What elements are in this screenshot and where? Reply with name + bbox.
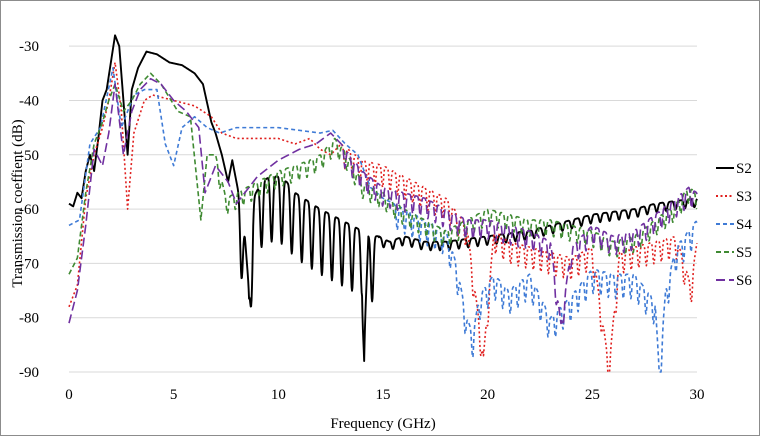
legend-label-s4: S4: [736, 217, 752, 233]
y-tick-label: -40: [19, 93, 39, 109]
series-line-s6: [68, 77, 698, 327]
legend-label-s6: S6: [736, 273, 752, 289]
x-tick-label: 0: [65, 387, 73, 403]
y-tick-label: -80: [19, 311, 39, 327]
x-tick-label: 15: [376, 387, 391, 403]
series-line-s3: [68, 61, 698, 373]
legend-label-s3: S3: [736, 189, 752, 205]
y-tick-label: -60: [19, 202, 39, 218]
y-tick-label: -50: [19, 148, 39, 164]
y-axis-title: Transmission coeffient (dB): [10, 119, 26, 287]
legend: S2 S3 S4 S5 S6: [716, 161, 752, 289]
y-tick-label: -70: [19, 256, 39, 272]
legend-label-s5: S5: [736, 245, 752, 261]
legend-label-s2: S2: [736, 161, 752, 177]
y-tick-label: -30: [19, 39, 39, 55]
x-axis-title: Frequency (GHz): [330, 416, 435, 432]
series-line-s2: [68, 34, 698, 363]
series-layer: [68, 34, 698, 373]
x-axis-ticks: 0 5 10 15 20 25 30: [65, 387, 704, 403]
x-tick-label: 25: [585, 387, 600, 403]
series-line-s4: [68, 67, 698, 373]
x-tick-label: 5: [170, 387, 178, 403]
x-tick-label: 20: [480, 387, 495, 403]
y-axis-ticks: -30 -40 -50 -60 -70 -80 -90: [19, 39, 39, 381]
x-tick-label: 30: [690, 387, 705, 403]
y-tick-label: -90: [19, 365, 39, 381]
gridlines: [69, 45, 697, 373]
x-tick-label: 10: [271, 387, 286, 403]
